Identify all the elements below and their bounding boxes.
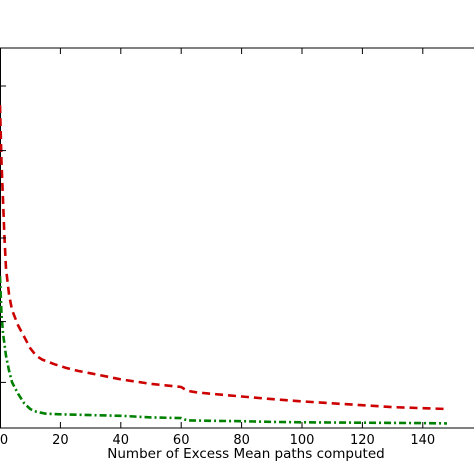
series-line-1 <box>0 104 448 411</box>
x-tick-label: 120 <box>350 433 375 448</box>
x-tick-label: 0 <box>0 433 8 448</box>
x-axis-ticks: 0 20 40 60 80 100 120 140 <box>0 48 435 448</box>
x-tick-label: 140 <box>410 433 435 448</box>
x-tick-label: 80 <box>233 433 250 448</box>
x-tick-label: 100 <box>290 433 315 448</box>
series-layer <box>0 104 448 425</box>
y-axis-ticks <box>0 85 6 383</box>
x-tick-label: 20 <box>52 433 69 448</box>
x-axis-label: Number of Excess Mean paths computed <box>107 446 384 462</box>
x-tick-label: 40 <box>113 433 130 448</box>
x-tick-label: 60 <box>173 433 190 448</box>
series-line-2 <box>0 275 448 425</box>
plot-frame <box>0 47 474 429</box>
